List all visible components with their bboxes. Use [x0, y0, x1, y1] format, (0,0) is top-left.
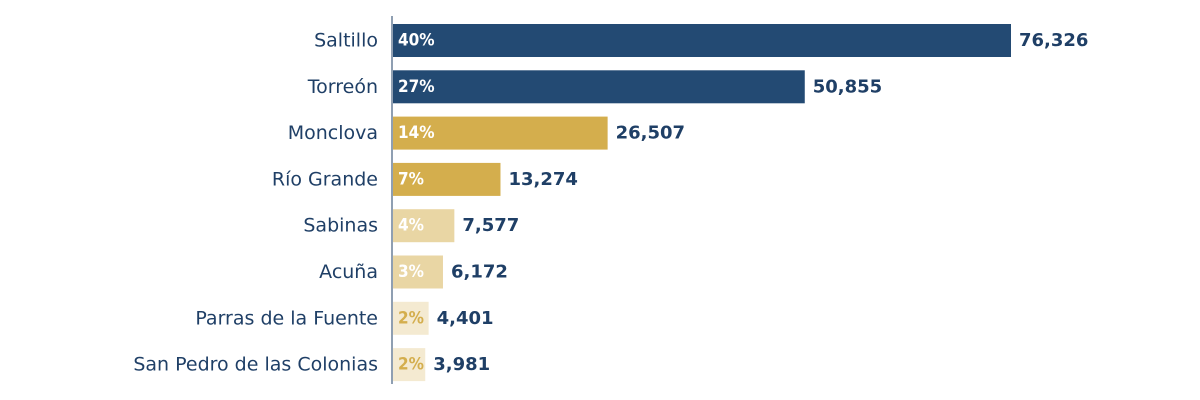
category-label-0: Saltillo	[314, 30, 378, 52]
category-label-1: Torreón	[307, 76, 378, 98]
value-label-6: 4,401	[437, 308, 494, 329]
value-label-5: 6,172	[451, 262, 508, 283]
value-label-4: 7,577	[462, 215, 519, 236]
value-label-7: 3,981	[433, 354, 490, 375]
category-label-5: Acuña	[319, 261, 378, 283]
percent-label-5: 3%	[398, 262, 424, 282]
percent-label-3: 7%	[398, 169, 424, 189]
bar-4	[393, 209, 455, 243]
bars-group: Saltillo 40% 76,326 Torreón 27% 50,855 Monclov…	[133, 24, 1088, 382]
bar-1	[393, 70, 805, 104]
percent-label-7: 2%	[398, 355, 424, 375]
value-label-1: 50,855	[813, 76, 882, 97]
bar-3	[393, 162, 501, 196]
percent-label-0: 40%	[398, 31, 435, 51]
value-label-3: 13,274	[508, 169, 577, 190]
bar-0	[393, 24, 1011, 57]
percent-label-2: 14%	[398, 123, 435, 143]
bar-2	[393, 116, 608, 150]
percent-label-6: 2%	[398, 308, 424, 328]
category-label-7: San Pedro de las Colonias	[133, 354, 378, 376]
value-label-0: 76,326	[1019, 30, 1088, 51]
category-label-4: Sabinas	[303, 215, 378, 237]
category-label-2: Monclova	[288, 122, 378, 144]
value-label-2: 26,507	[616, 123, 685, 144]
category-label-6: Parras de la Fuente	[195, 307, 378, 329]
bar-6	[393, 301, 429, 335]
bar-5	[393, 255, 443, 289]
bar-7	[393, 348, 426, 382]
percent-label-4: 4%	[398, 216, 424, 236]
category-label-3: Río Grande	[272, 168, 378, 190]
percent-label-1: 27%	[398, 77, 435, 97]
